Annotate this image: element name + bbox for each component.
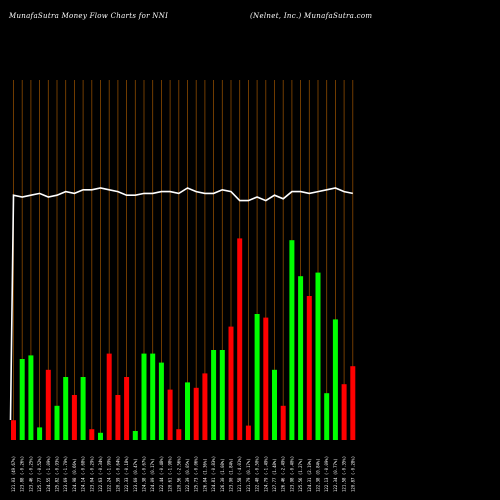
money-flow-bars — [11, 238, 356, 440]
money-flow-bar — [263, 317, 269, 440]
money-flow-bar — [245, 425, 251, 440]
x-tick-label: 122.39 (0.05%) — [185, 458, 190, 492]
money-flow-bar — [132, 431, 138, 440]
money-flow-bar — [80, 377, 86, 440]
x-tick-label: 127.77 (1.48%) — [272, 458, 277, 492]
x-tick-label: 125.56 (1.27%) — [298, 458, 303, 492]
x-tick-label: 125.73 (-0.06%) — [194, 456, 199, 492]
x-tick-label: 124.81 (-0.83%) — [211, 456, 216, 492]
x-tick-label: 126.46 (-2.49%) — [281, 456, 286, 492]
money-flow-bar — [45, 369, 51, 440]
x-tick-label: 124.14 (-0.68%) — [81, 456, 86, 492]
money-flow-bar — [315, 272, 321, 440]
money-flow-bar — [98, 432, 103, 440]
x-tick-label: 120.87 (-0.28%) — [350, 456, 355, 492]
money-flow-bar — [306, 296, 312, 440]
x-tick-label: 123.98 (-0.40%) — [289, 456, 294, 492]
money-flow-bar — [106, 353, 112, 440]
money-flow-bar — [350, 366, 356, 440]
x-tick-label: 121.03 (49.67%) — [11, 456, 16, 492]
money-flow-bar — [19, 359, 25, 440]
money-flow-bar — [272, 369, 277, 440]
money-flow-bar — [324, 393, 330, 440]
x-tick-label: 122.33 (-0.18%) — [124, 456, 129, 492]
money-flow-bar — [167, 389, 173, 440]
x-tick-label: 124.38 (-0.67%) — [142, 456, 147, 492]
money-flow-bar — [228, 326, 234, 440]
x-tick-label: 122.44 (-0.48%) — [159, 456, 164, 492]
x-tick-label: 123.46 (-0.25%) — [28, 456, 33, 492]
price-line-path — [9, 187, 353, 421]
money-flow-bar — [124, 377, 130, 440]
money-flow-bar — [280, 405, 286, 440]
x-tick-label: 122.34 (0.77%) — [333, 458, 338, 492]
x-tick-label: 122.40 (-0.50%) — [255, 456, 260, 492]
money-flow-bar — [237, 238, 243, 440]
x-tick-label: 120.39 (-0.64%) — [115, 456, 120, 492]
x-tick-label: 125.82 (-0.93%) — [55, 456, 60, 492]
x-tick-label: 123.60 (0.47%) — [133, 458, 138, 492]
money-flow-bar — [298, 276, 304, 440]
x-tick-label: 121.58 (-0.35%) — [342, 456, 347, 492]
x-tick-label: 120.56 (-2.56%) — [176, 456, 181, 492]
money-flow-bar — [11, 420, 16, 440]
money-flow-bar — [54, 405, 60, 440]
money-flow-bar — [71, 395, 77, 440]
money-flow-bar — [141, 353, 147, 440]
x-tick-label: 123.90 (1.84%) — [229, 458, 234, 492]
money-flow-bar — [28, 355, 34, 440]
x-tick-label: 123.88 (-0.26%) — [20, 456, 25, 492]
money-flow-bar — [254, 314, 260, 440]
x-tick-label: 126.84 (1.36%) — [202, 458, 207, 492]
money-flow-bar — [158, 362, 164, 440]
money-flow-bar — [176, 429, 182, 440]
x-tick-label: 122.63 (-0.34%) — [98, 456, 103, 492]
money-flow-bar — [341, 384, 347, 440]
money-flow-bar — [63, 377, 69, 440]
x-tick-label: 124.98 (0.66%) — [72, 458, 77, 492]
money-flow-bar — [89, 429, 95, 440]
x-tick-label: 124.79 (-1.49%) — [263, 456, 268, 492]
x-tick-label: 124.09 (0.17%) — [150, 458, 155, 492]
price-line — [9, 187, 353, 421]
x-tick-label: 121.79 (0.17%) — [246, 458, 251, 492]
x-tick-label: 122.13 (-0.09%) — [324, 456, 329, 492]
money-flow-bar — [289, 240, 295, 440]
x-tick-label: 126.30 (1.08%) — [220, 458, 225, 492]
money-flow-bar — [332, 319, 338, 440]
x-tick-label: 124.31 (2.19%) — [307, 458, 312, 492]
x-tick-label: 123.04 (-0.29%) — [89, 456, 94, 492]
money-flow-bar — [202, 373, 208, 440]
chart-title-right: (Nelnet, Inc.) MunafaSutra.com — [250, 12, 373, 20]
money-flow-bar — [115, 395, 121, 440]
x-tick-label: 122.38 (0.84%) — [316, 458, 321, 492]
x-tick-label: 120.61 (-1.98%) — [168, 456, 173, 492]
x-axis-labels: 121.03 (49.67%) 123.88 (-0.26%) 123.46 (-0… — [11, 456, 355, 492]
money-flow-bar — [150, 353, 156, 440]
x-tick-label: 121.58 (-4.01%) — [237, 456, 242, 492]
money-flow-bar — [193, 387, 199, 440]
money-flow-bar — [37, 427, 43, 440]
chart-title-left: MunafaSutra Money Flow Charts for NNI — [9, 12, 169, 20]
x-tick-label: 125.77 (-0.52%) — [37, 456, 42, 492]
money-flow-bar — [211, 350, 217, 440]
x-tick-label: 122.24 (-1.99%) — [107, 456, 112, 492]
money-flow-bar — [219, 350, 225, 440]
money-flow-bar — [185, 382, 190, 440]
x-tick-label: 124.55 (-1.09%) — [46, 456, 51, 492]
x-tick-label: 123.69 (-1.70%) — [63, 456, 68, 492]
